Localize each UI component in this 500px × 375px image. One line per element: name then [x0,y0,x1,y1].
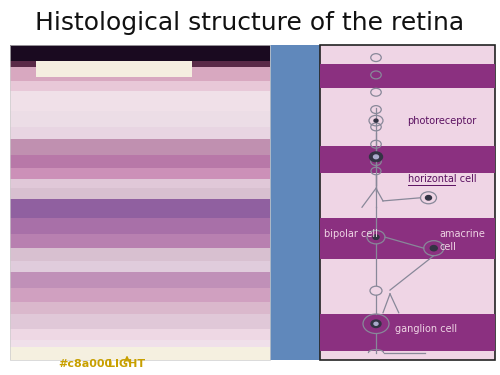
Bar [10,45,270,360]
Bar [10,111,270,127]
Bar [320,64,495,87]
Circle shape [371,320,381,327]
Bar [320,45,495,360]
Bar [10,248,270,261]
Bar [10,45,270,59]
Text: amacrine
cell: amacrine cell [439,229,485,252]
Bar [10,59,270,67]
Bar [10,288,270,302]
Bar [10,328,270,339]
Bar [10,347,270,360]
Text: LIGHT: LIGHT [108,358,146,369]
Bar [10,127,270,140]
Bar [270,45,320,360]
Bar [10,314,270,328]
Text: bipolar cell: bipolar cell [324,229,378,239]
Bar [10,234,270,248]
Text: #c8a000: #c8a000 [58,359,112,369]
Circle shape [374,155,378,159]
Circle shape [426,195,432,200]
Bar [320,146,495,172]
Bar [10,339,270,347]
Text: horizontal cell: horizontal cell [408,174,476,184]
Bar [320,218,495,259]
Bar [10,140,270,155]
Bar [320,314,495,351]
Circle shape [370,152,382,162]
Bar [10,218,270,234]
Bar [10,155,270,168]
Bar [10,45,270,360]
Circle shape [374,322,378,325]
Bar [10,272,270,288]
Text: ganglion cell: ganglion cell [395,324,458,333]
Circle shape [373,235,379,239]
Bar [10,302,270,314]
Text: Histological structure of the retina: Histological structure of the retina [36,11,465,35]
Bar [10,67,270,81]
Bar [10,91,270,111]
Bar [10,81,270,91]
Bar [10,188,270,200]
Bar [10,179,270,188]
Bar [10,45,270,61]
Bar [10,261,270,272]
Circle shape [374,119,378,122]
Bar [10,200,270,218]
Text: photoreceptor: photoreceptor [408,116,477,126]
Circle shape [430,246,437,251]
Bar [36,61,192,76]
Bar [10,168,270,179]
